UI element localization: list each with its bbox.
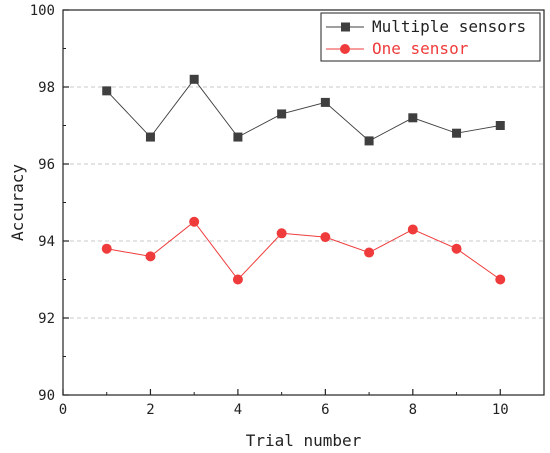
x-tick-label: 6 [321, 402, 329, 418]
axis-layer: 90 92 94 96 98 100 0 2 4 6 8 10 [30, 3, 545, 418]
legend-label-multiple-sensors: Multiple sensors [372, 17, 526, 36]
y-tick-label: 98 [38, 80, 55, 96]
data-point-one-sensor [276, 228, 287, 239]
legend-box [320, 12, 541, 62]
legend-items [326, 22, 364, 54]
data-point-multiple-sensors [408, 113, 418, 123]
series-line-one-sensor [106, 221, 501, 281]
data-point-one-sensor [495, 274, 506, 285]
data-point-multiple-sensors [320, 97, 330, 107]
plot-frame [62, 9, 545, 396]
data-point-one-sensor [145, 251, 156, 262]
data-point-multiple-sensors [495, 121, 505, 130]
y-tick-label: 90 [38, 388, 55, 404]
data-point-multiple-sensors [452, 128, 462, 138]
y-tick-label: 92 [38, 311, 55, 327]
data-point-one-sensor [320, 232, 331, 243]
x-tick-label: 0 [59, 402, 67, 418]
data-point-one-sensor [451, 243, 462, 254]
x-tick-label: 8 [409, 402, 417, 418]
y-tick-label: 100 [30, 3, 55, 19]
legend-marker-multiple-sensors [341, 22, 350, 32]
data-point-one-sensor [189, 216, 200, 227]
x-tick-label: 4 [234, 402, 242, 418]
grid-layer [63, 86, 544, 319]
data-point-one-sensor [364, 247, 375, 258]
data-point-one-sensor [101, 243, 112, 254]
x-tick-label: 10 [492, 402, 509, 418]
y-tick-label: 94 [38, 234, 55, 250]
legend: Multiple sensors One sensor [320, 12, 541, 62]
x-axis-title: Trial number [246, 431, 362, 450]
series-layer [101, 74, 506, 285]
series-line-multiple-sensors [106, 78, 501, 142]
data-point-multiple-sensors [102, 86, 112, 96]
data-point-multiple-sensors [364, 136, 374, 146]
data-point-multiple-sensors [145, 132, 155, 142]
data-point-one-sensor [407, 224, 418, 235]
legend-label-one-sensor: One sensor [372, 39, 469, 58]
data-point-multiple-sensors [277, 109, 287, 119]
data-point-one-sensor [232, 274, 243, 285]
y-tick-label: 96 [38, 157, 55, 173]
legend-marker-one-sensor [340, 44, 350, 54]
data-point-multiple-sensors [189, 74, 199, 84]
x-tick-label: 2 [146, 402, 154, 418]
data-point-multiple-sensors [233, 132, 243, 142]
y-axis-title: Accuracy [8, 164, 27, 241]
